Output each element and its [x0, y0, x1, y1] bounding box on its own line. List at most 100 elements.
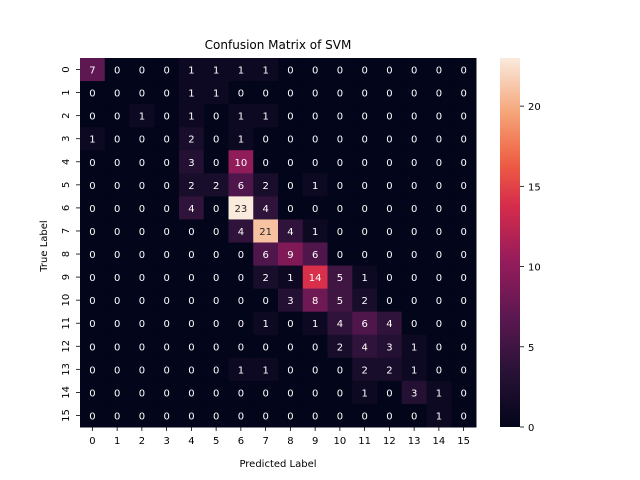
cell-12-10 — [327, 334, 353, 359]
cell-label-3-9: 0 — [312, 135, 318, 146]
y-tick-label: 15 — [61, 409, 72, 422]
cell-8-5 — [203, 242, 229, 267]
cell-11-15 — [451, 311, 477, 336]
cell-label-14-13: 3 — [411, 388, 417, 399]
cell-1-10 — [327, 81, 353, 105]
cell-2-14 — [426, 104, 452, 128]
cell-4-0 — [80, 150, 106, 174]
cell-label-5-12: 0 — [386, 181, 392, 192]
cell-label-9-8: 1 — [287, 273, 293, 284]
cell-label-10-4: 0 — [188, 296, 194, 307]
cell-5-6 — [228, 173, 254, 197]
cell-label-2-5: 0 — [213, 112, 219, 123]
cell-label-2-8: 0 — [287, 112, 293, 123]
cell-label-12-7: 0 — [262, 342, 268, 353]
cell-label-8-10: 0 — [337, 250, 343, 261]
cell-label-3-13: 0 — [411, 135, 417, 146]
y-tick-label: 4 — [61, 159, 72, 165]
cell-3-14 — [426, 127, 452, 151]
cell-6-5 — [203, 196, 229, 220]
cell-label-1-9: 0 — [312, 89, 318, 100]
cell-14-4 — [179, 380, 205, 405]
cell-13-4 — [179, 357, 205, 382]
cell-7-1 — [104, 219, 130, 243]
cell-6-10 — [327, 196, 353, 220]
cell-10-11 — [352, 288, 378, 313]
cell-label-12-4: 0 — [188, 342, 194, 353]
cell-label-2-9: 0 — [312, 112, 318, 123]
cell-0-2 — [129, 58, 155, 82]
cell-3-6 — [228, 127, 254, 151]
x-tick-label: 5 — [213, 436, 219, 447]
cell-1-5 — [203, 81, 229, 105]
cell-label-4-12: 0 — [386, 158, 392, 169]
cell-label-3-15: 0 — [460, 135, 466, 146]
cell-10-15 — [451, 288, 477, 313]
cell-label-6-11: 0 — [361, 204, 367, 215]
cell-13-5 — [203, 357, 229, 382]
cell-label-10-6: 0 — [238, 296, 244, 307]
cell-label-1-7: 0 — [262, 89, 268, 100]
cell-14-15 — [451, 380, 477, 405]
cell-0-3 — [154, 58, 180, 82]
cell-label-6-7: 4 — [262, 204, 268, 215]
cell-label-15-15: 0 — [460, 411, 466, 422]
cell-label-5-6: 6 — [238, 181, 244, 192]
cell-6-12 — [377, 196, 403, 220]
cell-3-7 — [253, 127, 279, 151]
y-tick-label: 9 — [61, 274, 72, 280]
cell-label-0-15: 0 — [460, 66, 466, 77]
cell-6-7 — [253, 196, 279, 220]
cell-label-0-12: 0 — [386, 66, 392, 77]
cell-label-4-2: 0 — [139, 158, 145, 169]
cell-4-3 — [154, 150, 180, 174]
cell-label-8-13: 0 — [411, 250, 417, 261]
cell-label-14-7: 0 — [262, 388, 268, 399]
cell-label-9-10: 5 — [337, 273, 343, 284]
x-axis-ticks: 0 1 2 3 4 5 6 7 8 9 10 11 12 13 14 15 — [89, 427, 470, 447]
cell-8-0 — [80, 242, 106, 267]
x-tick-label: 0 — [89, 436, 95, 447]
colorbar-ticks: 0 5 10 15 20 — [520, 102, 541, 434]
cell-4-9 — [302, 150, 328, 174]
cell-0-12 — [377, 58, 403, 82]
cell-4-13 — [401, 150, 427, 174]
cell-14-3 — [154, 380, 180, 405]
cell-15-5 — [203, 403, 229, 428]
cell-15-4 — [179, 403, 205, 428]
x-tick-label: 7 — [262, 436, 268, 447]
cell-9-8 — [278, 265, 304, 290]
cell-11-2 — [129, 311, 155, 336]
cell-11-1 — [104, 311, 130, 336]
x-tick-label: 11 — [358, 436, 371, 447]
cell-3-2 — [129, 127, 155, 151]
cell-label-13-2: 0 — [139, 365, 145, 376]
colorbar-tick-label: 0 — [528, 423, 534, 434]
cell-label-0-7: 1 — [262, 66, 268, 77]
cell-11-5 — [203, 311, 229, 336]
cell-7-15 — [451, 219, 477, 243]
cell-5-8 — [278, 173, 304, 197]
cell-label-8-5: 0 — [213, 250, 219, 261]
cell-label-12-10: 2 — [337, 342, 343, 353]
cell-14-14 — [426, 380, 452, 405]
cell-label-1-4: 1 — [188, 89, 194, 100]
cell-3-13 — [401, 127, 427, 151]
cell-label-4-3: 0 — [163, 158, 169, 169]
cell-10-0 — [80, 288, 106, 313]
cell-label-12-2: 0 — [139, 342, 145, 353]
cell-label-6-14: 0 — [436, 204, 442, 215]
y-tick-label: 6 — [61, 205, 72, 211]
cell-label-0-14: 0 — [436, 66, 442, 77]
cell-9-13 — [401, 265, 427, 290]
cell-label-2-6: 1 — [238, 112, 244, 123]
cell-1-7 — [253, 81, 279, 105]
cell-label-2-14: 0 — [436, 112, 442, 123]
cell-9-14 — [426, 265, 452, 290]
cell-11-0 — [80, 311, 106, 336]
cell-label-7-2: 0 — [139, 227, 145, 238]
cell-label-6-4: 4 — [188, 204, 194, 215]
cell-14-9 — [302, 380, 328, 405]
cell-13-3 — [154, 357, 180, 382]
